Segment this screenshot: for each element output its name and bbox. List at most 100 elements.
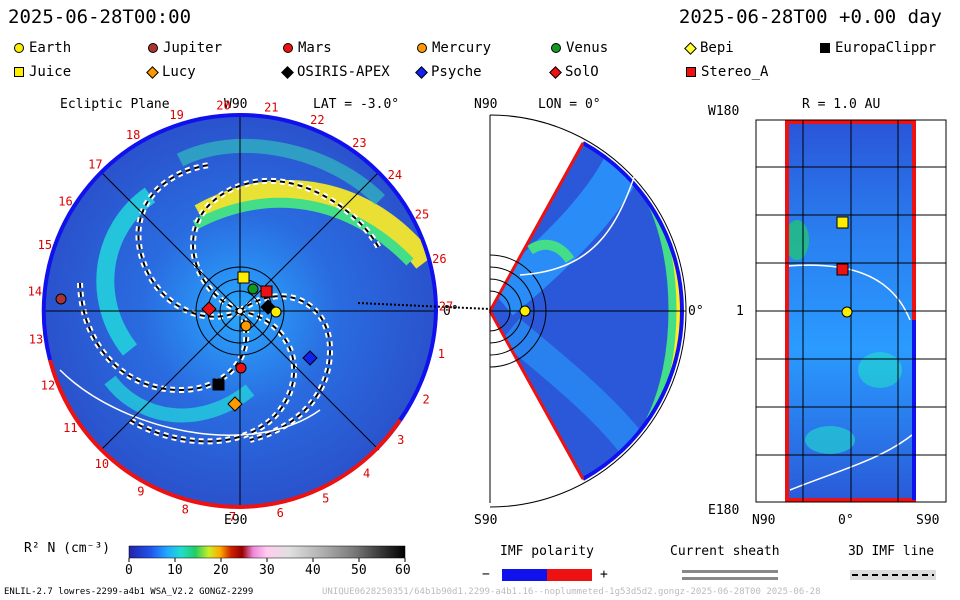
meridional-green-spot: [527, 239, 575, 264]
clock-number-19: 19: [169, 108, 183, 122]
colorbar-tick-label-0: 0: [125, 563, 133, 578]
imf-polarity-label: IMF polarity: [500, 544, 594, 559]
clock-number-15: 15: [38, 238, 52, 252]
clock-number-3: 3: [397, 433, 404, 447]
imf-polarity-negative-swatch: [502, 569, 547, 581]
clock-number-4: 4: [363, 467, 370, 481]
legend-item-osiris-apex: OSIRIS-APEX: [281, 64, 390, 80]
meridional-arc-negative-2: [582, 310, 684, 481]
polarity-arc-positive: [48, 359, 402, 510]
radial-juice-marker: [836, 216, 849, 229]
radial-x-label-s90: S90: [916, 513, 940, 528]
clock-number-26: 26: [432, 252, 446, 266]
radial-current-sheet-2: [789, 434, 913, 491]
legend-item-bepi: Bepi: [684, 40, 734, 56]
solo-marker: [201, 301, 217, 317]
stereo-a-marker: [260, 285, 273, 298]
ecliptic-top-label: W90: [224, 97, 248, 112]
clock-number-27: 27: [439, 300, 453, 314]
current-sheath-swatch-1: [682, 570, 778, 573]
clock-number-7: 7: [229, 510, 236, 524]
legend-item-jupiter: Jupiter: [148, 40, 222, 56]
imf-spiral-1-dark: [192, 179, 381, 312]
ecliptic-panel: 20 21222324252627123456789101112131415161…: [28, 99, 491, 524]
clock-number-18: 18: [126, 128, 140, 142]
colorbar-ticks: [128, 558, 406, 562]
radial-grid: [755, 119, 947, 503]
meridional-lon-label: LON = 0°: [538, 97, 601, 112]
radial-current-sheet-1: [786, 264, 911, 321]
colorbar-tick-label-50: 50: [351, 563, 367, 578]
clock-number-11: 11: [63, 421, 77, 435]
clock-number-22: 22: [310, 113, 324, 127]
current-sheath-swatch-2: [682, 577, 778, 580]
legend-item-venus: Venus: [551, 40, 608, 56]
radial-cyan-spot-2: [805, 426, 855, 454]
legend-item-lucy: Lucy: [146, 64, 196, 80]
legend-item-stereo-a: Stereo_A: [686, 64, 768, 80]
clock-number-1: 1: [438, 347, 445, 361]
ecliptic-bottom-label: E90: [224, 513, 248, 528]
meridional-arc-negative: [582, 141, 684, 312]
density-band-north: [176, 138, 385, 206]
legend-item-mars: Mars: [283, 40, 332, 56]
clock-number-14: 14: [28, 285, 42, 299]
clock-number-2: 2: [422, 392, 429, 406]
legend-item-europaclipper: EuropaClippr: [820, 40, 936, 56]
legend-item-psyche: Psyche: [415, 64, 482, 80]
jupiter-marker: [55, 293, 67, 305]
lucy-marker: [227, 396, 243, 412]
colorbar-tick-label-20: 20: [213, 563, 229, 578]
clock-number-10: 10: [95, 457, 109, 471]
venus-marker-icon: [551, 43, 561, 53]
imf-spiral-5-dark: [239, 295, 332, 441]
ecliptic-clock-numbers: 20 21222324252627123456789101112131415161…: [28, 99, 454, 524]
meridional-ring-3: [489, 266, 535, 356]
colorbar-tick-label-60: 60: [395, 563, 411, 578]
juice-marker: [237, 271, 250, 284]
meridional-outer-arc: [489, 114, 687, 508]
clock-number-16: 16: [58, 195, 72, 209]
ecliptic-bodies: [55, 271, 318, 412]
clock-number-12: 12: [41, 379, 55, 393]
density-band-west: [96, 187, 156, 356]
meridional-right-label: 0°: [688, 304, 704, 319]
legend-item-juice: Juice: [14, 64, 71, 80]
imf-polarity-plus: +: [600, 567, 608, 582]
legend-item-earth: Earth: [14, 40, 71, 56]
footer-model-info: ENLIL-2.7 lowres-2299-a4b1 WSA_V2.2 GONG…: [4, 587, 254, 597]
mars-marker-icon: [283, 43, 293, 53]
right-timestamp: 2025-06-28T00 +0.00 day: [678, 6, 942, 28]
clock-number-6: 6: [277, 506, 284, 520]
earth-marker: [270, 306, 282, 318]
juice-marker-icon: [14, 67, 24, 77]
ecliptic-lat-label: LAT = -3.0°: [313, 97, 400, 112]
earth-marker-icon: [14, 43, 24, 53]
europaclipper-marker-icon: [820, 43, 830, 53]
colorbar-label: R² N (cm⁻³): [24, 541, 111, 556]
clock-number-21: 21: [264, 100, 278, 114]
clock-number-23: 23: [352, 136, 366, 150]
clock-number-13: 13: [29, 332, 43, 346]
polarity-arc-negative-2: [41, 112, 241, 361]
jupiter-marker-icon: [148, 43, 158, 53]
clock-number-9: 9: [137, 485, 144, 499]
legend-item-mercury: Mercury: [417, 40, 491, 56]
clock-number-5: 5: [322, 491, 329, 505]
imf-line-label: 3D IMF line: [848, 544, 935, 559]
clock-number-24: 24: [388, 168, 402, 182]
colorbar-tick-label-40: 40: [305, 563, 321, 578]
meridional-bottom-label: S90: [474, 513, 498, 528]
radial-stereo-a-marker: [836, 263, 849, 276]
clock-number-20: 20: [216, 99, 230, 113]
mars-marker: [235, 362, 247, 374]
imf-spiral-4-dark: [129, 310, 296, 443]
density-enhancement-band: [194, 180, 434, 269]
polarity-arc-negative: [239, 113, 439, 422]
sun-marker: [236, 307, 244, 315]
radial-cyan-spot-1: [858, 352, 902, 388]
stereo-a-marker-icon: [686, 67, 696, 77]
imf-spirals-dark: [79, 164, 381, 443]
clock-number-17: 17: [88, 157, 102, 171]
current-sheet-line: [59, 369, 321, 436]
